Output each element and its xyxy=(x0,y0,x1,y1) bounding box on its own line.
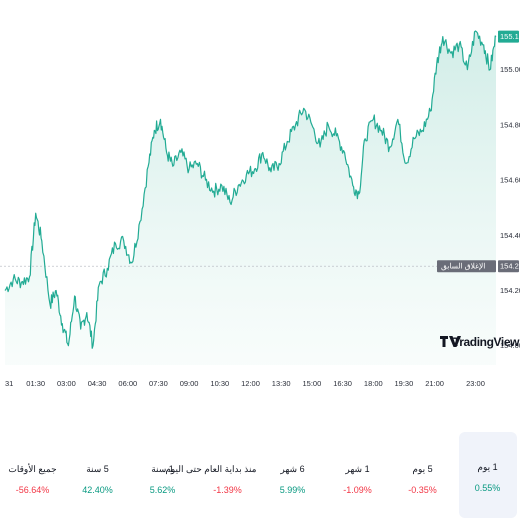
tradingview-logo-text: TradingView xyxy=(453,335,520,349)
price-area xyxy=(5,31,496,365)
period-label: 1 يوم xyxy=(477,462,498,472)
x-axis: 31 01:30 03:00 04:30 06:00 07:30 09:00 10:30 12:… xyxy=(5,379,485,388)
x-tick-label: 23:00 xyxy=(466,379,485,388)
x-tick-label: 06:00 xyxy=(118,379,137,388)
x-tick-label: 31 xyxy=(5,379,13,388)
period-change: -56.64% xyxy=(15,485,50,495)
x-tick-label: 15:00 xyxy=(303,379,322,388)
tradingview-logo[interactable]: TradingView xyxy=(440,335,520,349)
period-label: 5 يوم xyxy=(412,464,433,474)
last-price-value: 155.120 xyxy=(500,32,520,41)
x-tick-label: 09:00 xyxy=(180,379,199,388)
period-change: -0.35% xyxy=(408,485,437,495)
price-area-fill xyxy=(5,31,496,365)
period-label: 1 سنة xyxy=(151,464,174,474)
period-change: 0.55% xyxy=(474,483,501,493)
performance-periods: 1 يوم 0.55% 5 يوم -0.35% 1 شهر -1.09% 6 شهر 5.9… xyxy=(0,430,520,520)
period-3[interactable]: 1 شهر -1.09% xyxy=(329,434,387,520)
price-line xyxy=(4,30,497,349)
period-label: جميع الأوقات xyxy=(8,464,57,474)
x-tick-label: 16:30 xyxy=(333,379,352,388)
period-5[interactable]: منذ بداية العام حتى اليوم -1.39% xyxy=(165,434,257,520)
x-tick-label: 21:00 xyxy=(425,379,444,388)
period-7[interactable]: 5 سنة 42.40% xyxy=(69,434,127,520)
period-change: -1.39% xyxy=(213,485,242,495)
period-change: 5.99% xyxy=(279,485,306,495)
period-change: 42.40% xyxy=(82,485,113,495)
period-label: 5 سنة xyxy=(86,464,109,474)
period-change: 5.62% xyxy=(149,485,176,495)
tradingview-logo-icon xyxy=(440,336,461,347)
last-price-label: 155.120 xyxy=(498,30,520,43)
y-axis: 155.000 154.800 154.600 154.400 154.200 154.0… xyxy=(500,65,520,350)
y-tick-label: 154.800 xyxy=(500,120,520,129)
x-tick-label: 10:30 xyxy=(210,379,229,388)
x-tick-label: 03:00 xyxy=(57,379,76,388)
y-tick-label: 154.200 xyxy=(500,286,520,295)
period-8[interactable]: جميع الأوقات -56.64% xyxy=(4,434,62,520)
period-4[interactable]: 6 شهر 5.99% xyxy=(264,434,322,520)
previous-close-label: الإغلاق السابق 154.288 xyxy=(437,260,520,273)
y-tick-label: 155.000 xyxy=(500,65,520,74)
period-label: منذ بداية العام حتى اليوم xyxy=(165,464,257,474)
x-tick-label: 12:00 xyxy=(241,379,260,388)
y-tick-label: 154.000 xyxy=(500,341,520,350)
price-series-line xyxy=(4,30,497,349)
previous-close-text: الإغلاق السابق xyxy=(441,262,485,271)
period-change: -1.09% xyxy=(343,485,372,495)
x-tick-label: 07:30 xyxy=(149,379,168,388)
period-1[interactable]: 1 يوم 0.55% xyxy=(458,432,517,518)
price-chart[interactable]: 155.000 154.800 154.600 154.400 154.200 154.0… xyxy=(0,0,520,400)
period-label: 6 شهر xyxy=(280,464,305,474)
x-tick-label: 18:00 xyxy=(364,379,383,388)
period-2[interactable]: 5 يوم -0.35% xyxy=(394,434,452,520)
x-tick-label: 19:30 xyxy=(395,379,414,388)
x-tick-label: 13:30 xyxy=(272,379,291,388)
x-tick-label: 01:30 xyxy=(26,379,45,388)
y-tick-label: 154.400 xyxy=(500,231,520,240)
previous-close-value: 154.288 xyxy=(500,262,520,271)
y-tick-label: 154.600 xyxy=(500,176,520,185)
period-6[interactable]: 1 سنة 5.62% xyxy=(134,434,192,520)
x-tick-label: 04:30 xyxy=(88,379,107,388)
period-label: 1 شهر xyxy=(345,464,370,474)
